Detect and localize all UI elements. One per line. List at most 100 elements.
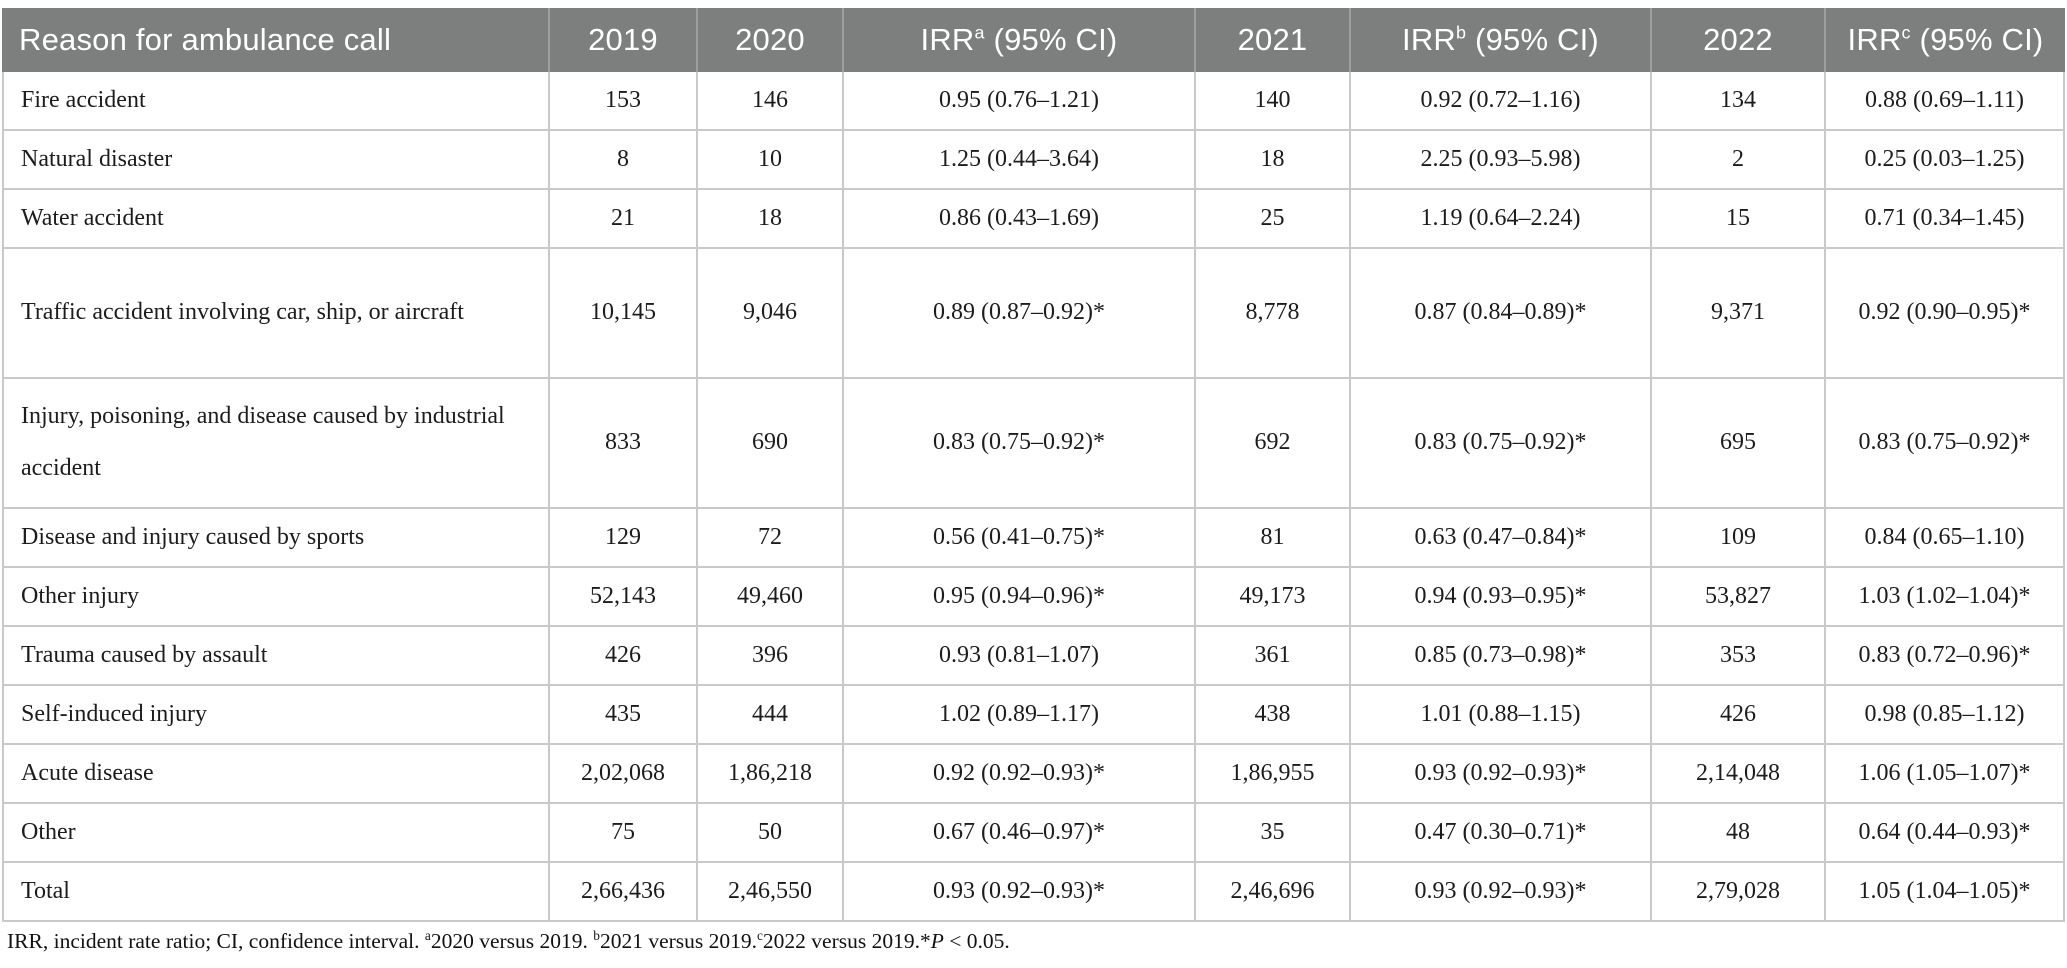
- value-cell: 690: [698, 379, 844, 509]
- table-row: Other injury 52,143 49,460 0.95 (0.94–0.96)…: [2, 568, 2065, 627]
- table-row: Trauma caused by assault 426 396 0.93 (0.81…: [2, 627, 2065, 686]
- value-cell: 2,46,550: [698, 863, 844, 922]
- value-cell: 2,02,068: [550, 745, 698, 804]
- ambulance-call-table-figure: Reason for ambulance call 2019 2020 IRRa (9…: [2, 8, 2065, 954]
- footnote-superscript: c: [757, 927, 763, 943]
- table-row: Injury, poisoning, and disease caused by…: [2, 379, 2065, 509]
- value-cell: 0.83 (0.75–0.92)*: [844, 379, 1196, 509]
- value-cell: 0.25 (0.03–1.25): [1826, 131, 2065, 190]
- value-cell: 8: [550, 131, 698, 190]
- value-cell: 695: [1652, 379, 1826, 509]
- value-cell: 48: [1652, 804, 1826, 863]
- column-header-7: IRRc (95% CI): [1826, 8, 2065, 72]
- row-label: Disease and injury caused by sports: [2, 509, 550, 568]
- column-header-5: IRRb (95% CI): [1351, 8, 1652, 72]
- value-cell: 0.85 (0.73–0.98)*: [1351, 627, 1652, 686]
- value-cell: 53,827: [1652, 568, 1826, 627]
- value-cell: 1.06 (1.05–1.07)*: [1826, 745, 2065, 804]
- value-cell: 0.47 (0.30–0.71)*: [1351, 804, 1652, 863]
- value-cell: 1.25 (0.44–3.64): [844, 131, 1196, 190]
- value-cell: 72: [698, 509, 844, 568]
- footnote-italic-p: P: [930, 929, 944, 953]
- row-label: Fire accident: [2, 72, 550, 131]
- value-cell: 50: [698, 804, 844, 863]
- value-cell: 0.89 (0.87–0.92)*: [844, 249, 1196, 379]
- table-header-row: Reason for ambulance call 2019 2020 IRRa (9…: [2, 8, 2065, 72]
- value-cell: 21: [550, 190, 698, 249]
- ambulance-call-table: Reason for ambulance call 2019 2020 IRRa (9…: [2, 8, 2065, 922]
- row-label: Self-induced injury: [2, 686, 550, 745]
- value-cell: 0.71 (0.34–1.45): [1826, 190, 2065, 249]
- value-cell: 353: [1652, 627, 1826, 686]
- value-cell: 134: [1652, 72, 1826, 131]
- value-cell: 396: [698, 627, 844, 686]
- row-label: Other injury: [2, 568, 550, 627]
- footnote-superscript: b: [593, 927, 600, 943]
- value-cell: 2,79,028: [1652, 863, 1826, 922]
- value-cell: 0.67 (0.46–0.97)*: [844, 804, 1196, 863]
- value-cell: 0.95 (0.76–1.21): [844, 72, 1196, 131]
- value-cell: 18: [1196, 131, 1351, 190]
- value-cell: 10,145: [550, 249, 698, 379]
- value-cell: 153: [550, 72, 698, 131]
- value-cell: 0.84 (0.65–1.10): [1826, 509, 2065, 568]
- table-row: Self-induced injury 435 444 1.02 (0.89–1.17…: [2, 686, 2065, 745]
- row-label: Injury, poisoning, and disease caused by…: [2, 379, 550, 509]
- value-cell: 35: [1196, 804, 1351, 863]
- table-row: Acute disease 2,02,068 1,86,218 0.92 (0.92–…: [2, 745, 2065, 804]
- value-cell: 0.92 (0.72–1.16): [1351, 72, 1652, 131]
- value-cell: 9,371: [1652, 249, 1826, 379]
- column-header-4: 2021: [1196, 8, 1351, 72]
- row-label: Traffic accident involving car, ship, or…: [2, 249, 550, 379]
- table-row: Natural disaster 8 10 1.25 (0.44–3.64) 18 2.2…: [2, 131, 2065, 190]
- value-cell: 0.88 (0.69–1.11): [1826, 72, 2065, 131]
- row-label: Trauma caused by assault: [2, 627, 550, 686]
- value-cell: 1.19 (0.64–2.24): [1351, 190, 1652, 249]
- value-cell: 49,460: [698, 568, 844, 627]
- value-cell: 0.83 (0.72–0.96)*: [1826, 627, 2065, 686]
- column-header-2: 2020: [698, 8, 844, 72]
- value-cell: 0.92 (0.90–0.95)*: [1826, 249, 2065, 379]
- value-cell: 0.63 (0.47–0.84)*: [1351, 509, 1652, 568]
- value-cell: 129: [550, 509, 698, 568]
- value-cell: 81: [1196, 509, 1351, 568]
- value-cell: 426: [1652, 686, 1826, 745]
- value-cell: 0.94 (0.93–0.95)*: [1351, 568, 1652, 627]
- value-cell: 438: [1196, 686, 1351, 745]
- value-cell: 0.92 (0.92–0.93)*: [844, 745, 1196, 804]
- value-cell: 2.25 (0.93–5.98): [1351, 131, 1652, 190]
- header-superscript: a: [974, 22, 985, 43]
- table-row: Total 2,66,436 2,46,550 0.93 (0.92–0.93)* 2,…: [2, 863, 2065, 922]
- value-cell: 444: [698, 686, 844, 745]
- value-cell: 0.83 (0.75–0.92)*: [1826, 379, 2065, 509]
- value-cell: 140: [1196, 72, 1351, 131]
- value-cell: 2,66,436: [550, 863, 698, 922]
- value-cell: 1.03 (1.02–1.04)*: [1826, 568, 2065, 627]
- value-cell: 435: [550, 686, 698, 745]
- value-cell: 0.93 (0.92–0.93)*: [1351, 745, 1652, 804]
- value-cell: 49,173: [1196, 568, 1351, 627]
- table-row: Disease and injury caused by sports 129 72…: [2, 509, 2065, 568]
- row-label: Natural disaster: [2, 131, 550, 190]
- table-row: Traffic accident involving car, ship, or…: [2, 249, 2065, 379]
- value-cell: 52,143: [550, 568, 698, 627]
- value-cell: 1.01 (0.88–1.15): [1351, 686, 1652, 745]
- value-cell: 1.02 (0.89–1.17): [844, 686, 1196, 745]
- value-cell: 75: [550, 804, 698, 863]
- footnote-superscript: a: [424, 927, 431, 943]
- header-superscript: b: [1456, 22, 1467, 43]
- table-row: Water accident 21 18 0.86 (0.43–1.69) 25 1.19…: [2, 190, 2065, 249]
- header-superscript: c: [1901, 22, 1911, 43]
- row-label: Acute disease: [2, 745, 550, 804]
- column-header-3: IRRa (95% CI): [844, 8, 1196, 72]
- value-cell: 1.05 (1.04–1.05)*: [1826, 863, 2065, 922]
- value-cell: 0.93 (0.92–0.93)*: [1351, 863, 1652, 922]
- value-cell: 0.93 (0.81–1.07): [844, 627, 1196, 686]
- value-cell: 0.56 (0.41–0.75)*: [844, 509, 1196, 568]
- value-cell: 25: [1196, 190, 1351, 249]
- value-cell: 109: [1652, 509, 1826, 568]
- value-cell: 0.83 (0.75–0.92)*: [1351, 379, 1652, 509]
- value-cell: 1,86,955: [1196, 745, 1351, 804]
- value-cell: 0.95 (0.94–0.96)*: [844, 568, 1196, 627]
- value-cell: 1,86,218: [698, 745, 844, 804]
